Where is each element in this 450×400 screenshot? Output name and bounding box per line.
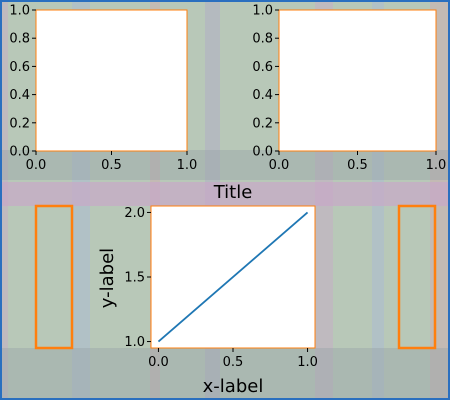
plot-area xyxy=(35,9,188,152)
y-tick-label: 0.4 xyxy=(252,88,273,103)
x-tick-label: 0.0 xyxy=(148,355,169,370)
y-axis-label: y-label xyxy=(97,248,118,308)
y-tick-label: 0.2 xyxy=(9,116,30,131)
x-tick-label: 1.0 xyxy=(177,158,198,173)
band xyxy=(0,150,450,180)
band xyxy=(0,348,450,400)
y-tick-label: 0.6 xyxy=(9,60,30,75)
x-tick-label: 0.5 xyxy=(347,158,368,173)
subfigure-title: Title xyxy=(213,182,253,203)
y-tick-label: 0.4 xyxy=(9,88,30,103)
y-tick-label: 0.8 xyxy=(252,32,273,47)
x-tick-label: 0.0 xyxy=(269,158,290,173)
y-tick-label: 0.8 xyxy=(9,32,30,47)
x-tick-label: 1.0 xyxy=(297,355,318,370)
series-line xyxy=(157,211,309,343)
y-tick-label: 0.0 xyxy=(9,145,30,160)
x-tick-label: 1.0 xyxy=(426,158,447,173)
axes-line-plot: x-label y-label 0.0 0.5 1.0 1.0 1.5 2.0 xyxy=(97,205,318,397)
empty-axes-left xyxy=(34,204,74,350)
axes-top-right: 0.0 0.5 1.0 0.0 0.2 0.4 0.6 0.8 1.0 xyxy=(252,4,446,174)
y-tick-label: 1.0 xyxy=(9,4,30,19)
y-tick-label: 0.6 xyxy=(252,60,273,75)
empty-axes-right xyxy=(397,204,437,350)
y-tick-label: 1.0 xyxy=(124,335,145,350)
x-axis-label: x-label xyxy=(203,376,264,397)
x-tick-label: 0.0 xyxy=(26,158,47,173)
x-tick-label: 0.5 xyxy=(101,158,122,173)
axes-top-left: 0.0 0.5 1.0 0.0 0.2 0.4 0.6 0.8 1.0 xyxy=(9,4,197,174)
band xyxy=(0,182,450,206)
y-tick-label: 2.0 xyxy=(124,206,145,221)
x-tick-label: 0.5 xyxy=(223,355,244,370)
y-tick-label: 0.2 xyxy=(252,116,273,131)
y-tick-label: 1.5 xyxy=(124,271,145,286)
y-tick-label: 0.0 xyxy=(252,145,273,160)
plot-area xyxy=(278,9,437,152)
y-tick-label: 1.0 xyxy=(252,4,273,19)
